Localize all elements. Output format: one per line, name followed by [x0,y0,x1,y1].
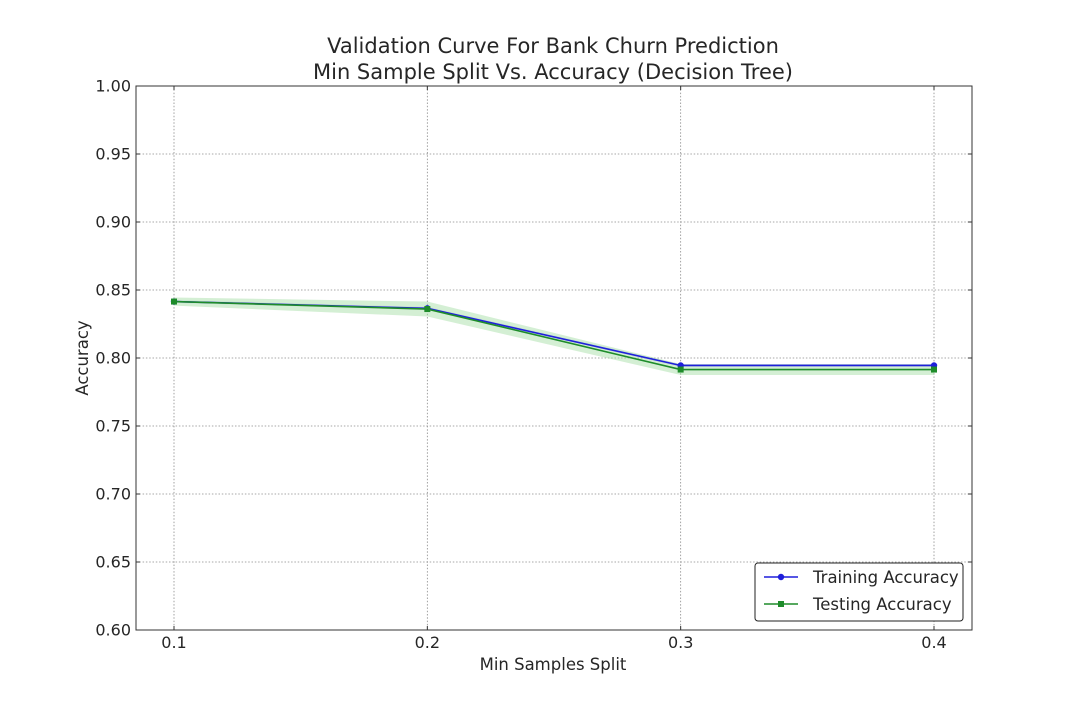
y-tick-label: 1.00 [95,77,131,96]
chart-subtitle: Min Sample Split Vs. Accuracy (Decision … [313,60,793,84]
series-lines [173,300,934,371]
legend-box [754,562,964,622]
y-tick-label: 0.95 [95,145,131,164]
series-markers [170,298,938,373]
point-testing [171,298,177,305]
y-axis-label: Accuracy [73,320,92,396]
x-tick-label: 0.1 [161,633,186,652]
grid-lines [136,86,972,630]
legend-label-testing: Testing Accuracy [812,595,952,614]
x-axis-label: Min Samples Split [480,655,627,674]
legend-marker-testing [778,601,784,607]
point-testing [677,366,684,373]
legend-marker-training [777,573,785,581]
y-tick-label: 0.80 [95,349,131,368]
y-axis-ticks: 0.60 0.65 0.70 0.75 0.80 0.85 0.90 0.95 1.00 [95,77,972,640]
x-axis-ticks: 0.1 0.2 0.3 0.4 [161,86,947,652]
y-tick-label: 0.60 [95,621,131,640]
y-tick-label: 0.65 [95,553,131,572]
point-testing [424,306,431,313]
point-testing [931,366,937,373]
chart-title: Validation Curve For Bank Churn Predicti… [327,34,779,58]
y-tick-label: 0.70 [95,485,131,504]
x-tick-label: 0.2 [415,633,440,652]
legend-label-training: Training Accuracy [812,568,959,587]
y-tick-label: 0.85 [95,281,131,300]
line-testing [173,300,934,371]
y-tick-label: 0.75 [95,417,131,436]
x-tick-label: 0.3 [668,633,693,652]
y-tick-label: 0.90 [95,213,131,232]
x-tick-label: 0.4 [921,633,946,652]
legend: Training Accuracy Testing Accuracy [754,562,964,622]
